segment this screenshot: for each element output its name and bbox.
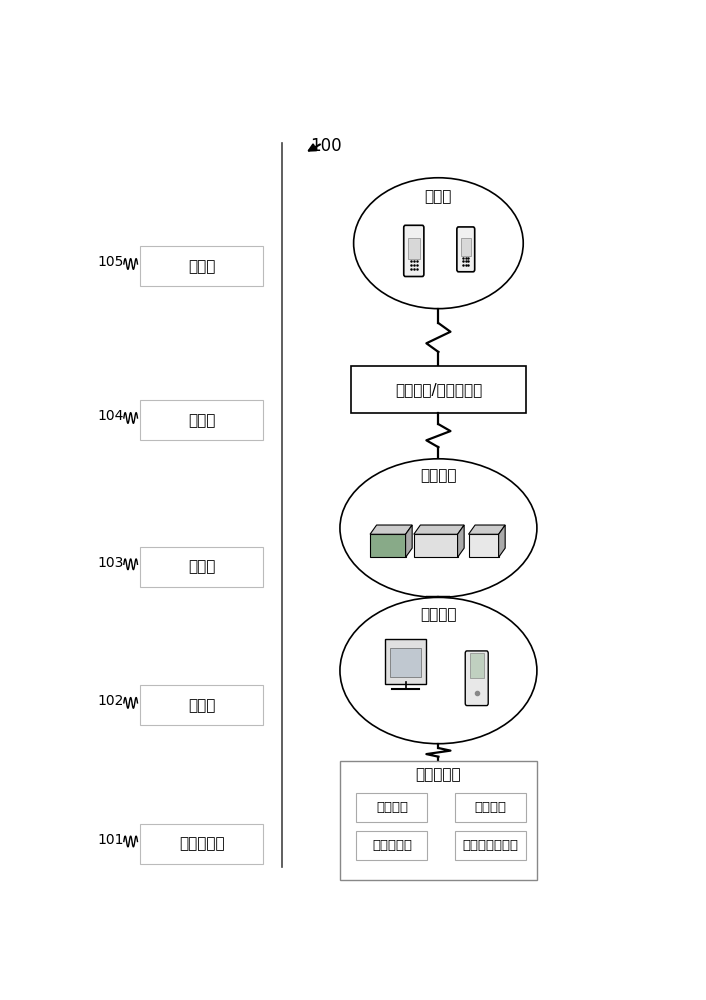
- Text: 100: 100: [311, 137, 342, 155]
- FancyBboxPatch shape: [414, 534, 457, 557]
- FancyBboxPatch shape: [351, 366, 526, 413]
- Text: 云服务器/服务器集群: 云服务器/服务器集群: [395, 382, 482, 397]
- FancyBboxPatch shape: [140, 547, 263, 587]
- FancyBboxPatch shape: [457, 227, 474, 272]
- Ellipse shape: [340, 597, 537, 744]
- Text: 客户端: 客户端: [425, 190, 452, 205]
- Text: 102: 102: [97, 694, 124, 708]
- Polygon shape: [469, 525, 505, 534]
- Text: 汇聚层: 汇聚层: [188, 698, 215, 713]
- Ellipse shape: [354, 178, 523, 309]
- Polygon shape: [370, 525, 412, 534]
- FancyBboxPatch shape: [469, 534, 498, 557]
- FancyBboxPatch shape: [385, 639, 426, 684]
- FancyBboxPatch shape: [140, 246, 263, 286]
- Text: 空调盒子: 空调盒子: [376, 801, 408, 814]
- Polygon shape: [414, 525, 464, 534]
- FancyBboxPatch shape: [469, 653, 484, 678]
- FancyBboxPatch shape: [370, 534, 406, 557]
- Text: 设备感知层: 设备感知层: [179, 836, 225, 851]
- Text: 边缘网关: 边缘网关: [420, 607, 457, 622]
- Polygon shape: [406, 525, 412, 557]
- Polygon shape: [498, 525, 505, 557]
- Text: 可穿戴式助听器: 可穿戴式助听器: [462, 839, 518, 852]
- FancyBboxPatch shape: [140, 400, 263, 440]
- Text: 应用层: 应用层: [188, 259, 215, 274]
- Text: 104: 104: [97, 409, 124, 423]
- FancyBboxPatch shape: [404, 225, 424, 277]
- Text: 智能手环: 智能手环: [474, 801, 506, 814]
- FancyBboxPatch shape: [340, 761, 537, 880]
- Text: 103: 103: [97, 556, 124, 570]
- FancyBboxPatch shape: [455, 793, 526, 822]
- FancyBboxPatch shape: [390, 648, 421, 677]
- FancyBboxPatch shape: [140, 824, 263, 864]
- FancyBboxPatch shape: [408, 238, 419, 259]
- Text: 105: 105: [97, 255, 124, 269]
- Text: 网络层: 网络层: [188, 559, 215, 574]
- FancyBboxPatch shape: [465, 651, 489, 706]
- FancyBboxPatch shape: [357, 793, 428, 822]
- Polygon shape: [457, 525, 464, 557]
- FancyBboxPatch shape: [357, 831, 428, 860]
- FancyBboxPatch shape: [140, 685, 263, 725]
- Text: 平台层: 平台层: [188, 413, 215, 428]
- FancyBboxPatch shape: [455, 831, 526, 860]
- Text: 物联网设备: 物联网设备: [416, 767, 461, 782]
- Ellipse shape: [340, 459, 537, 597]
- Text: 网络设备: 网络设备: [420, 468, 457, 483]
- Text: 101: 101: [97, 833, 124, 847]
- Text: 睡眠监测器: 睡眠监测器: [372, 839, 412, 852]
- FancyBboxPatch shape: [461, 238, 471, 256]
